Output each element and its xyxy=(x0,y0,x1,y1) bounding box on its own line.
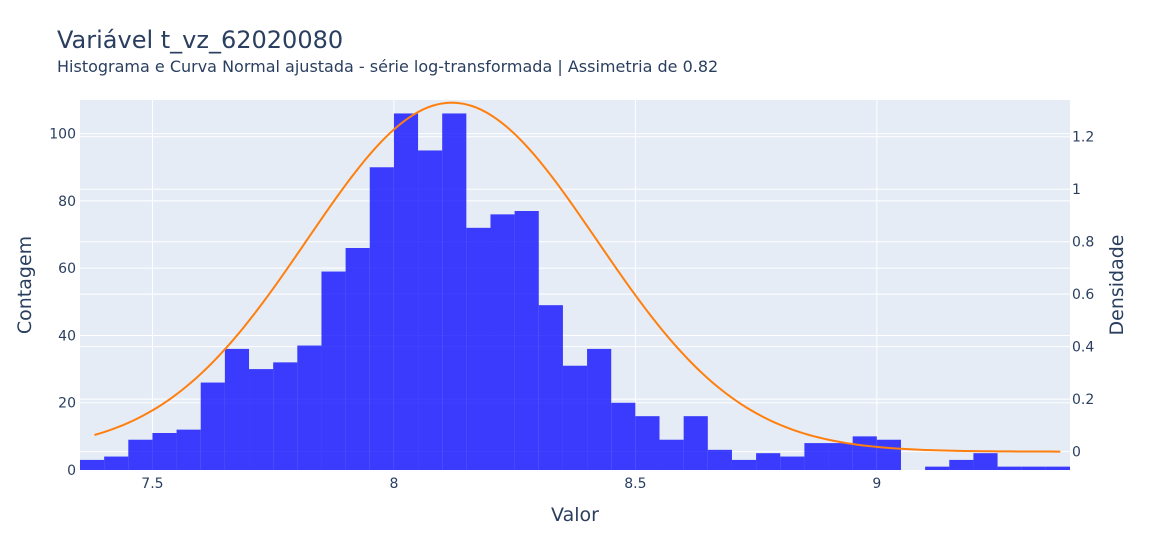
histogram-bar xyxy=(104,456,129,470)
y-axis-ticks: 0 20 40 60 80 100 xyxy=(49,127,76,479)
y2-axis-title: Densidade xyxy=(1106,235,1128,336)
histogram-bar xyxy=(442,113,467,471)
histogram-bar xyxy=(176,429,201,470)
histogram-bar xyxy=(200,382,225,470)
chart-subtitle: Histograma e Curva Normal ajustada - sér… xyxy=(57,57,719,76)
x-tick-label: 8.5 xyxy=(624,476,646,492)
y2-tick-label: 0.6 xyxy=(1072,287,1094,303)
y-tick-label: 60 xyxy=(58,261,76,277)
y2-tick-label: 0 xyxy=(1072,445,1081,461)
histogram-bar xyxy=(224,348,250,470)
y-tick-label: 80 xyxy=(58,194,76,210)
histogram-bar xyxy=(514,211,539,470)
histogram-bar xyxy=(1021,466,1046,470)
y-tick-label: 100 xyxy=(49,127,76,143)
x-axis-ticks: 7.5 8 8.5 9 xyxy=(141,476,881,492)
x-tick-label: 8 xyxy=(389,476,398,492)
histogram-bar xyxy=(1045,466,1070,470)
y2-axis-ticks: 0 0.2 0.4 0.6 0.8 1 1.2 xyxy=(1072,130,1094,461)
histogram-bar xyxy=(393,113,419,471)
histogram-bar xyxy=(973,453,998,470)
histogram-bar xyxy=(804,443,829,470)
histogram-bar xyxy=(635,416,660,470)
histogram-bar xyxy=(828,443,853,470)
y2-tick-label: 0.8 xyxy=(1072,235,1094,251)
histogram-bar xyxy=(490,214,515,470)
y2-tick-label: 0.2 xyxy=(1072,392,1094,408)
histogram-bar xyxy=(852,436,877,470)
histogram-bar xyxy=(418,150,443,471)
histogram-bar xyxy=(249,369,274,470)
histogram-bar xyxy=(756,453,781,470)
histogram-bar xyxy=(538,305,563,470)
histogram-bar xyxy=(345,248,370,470)
histogram-bar xyxy=(949,459,974,470)
histogram-bar xyxy=(466,227,491,470)
y2-tick-label: 0.4 xyxy=(1072,340,1094,356)
histogram-bar xyxy=(321,271,346,470)
histogram-bar xyxy=(659,439,684,470)
histogram-bar xyxy=(80,459,105,470)
histogram-bar xyxy=(876,439,901,470)
histogram-bar xyxy=(731,459,757,470)
y-tick-label: 20 xyxy=(58,396,76,412)
histogram-bars xyxy=(80,113,1070,471)
histogram-bar xyxy=(683,416,708,470)
y-axis-title: Contagem xyxy=(14,236,36,334)
y2-tick-label: 1.2 xyxy=(1072,130,1094,146)
histogram-bar xyxy=(562,365,588,470)
histogram-bar xyxy=(925,466,950,470)
histogram-bar xyxy=(780,456,805,470)
histogram-bar xyxy=(273,362,298,470)
histogram-bar xyxy=(369,167,394,471)
x-tick-label: 7.5 xyxy=(141,476,163,492)
y-tick-label: 0 xyxy=(67,463,76,479)
histogram-bar xyxy=(587,348,612,470)
histogram-bar xyxy=(152,433,177,470)
x-tick-label: 9 xyxy=(872,476,881,492)
histogram-bar xyxy=(707,449,732,470)
histogram-bar xyxy=(997,466,1022,470)
chart-title: Variável t_vz_62020080 xyxy=(57,26,344,54)
normal-curve-line xyxy=(94,101,1061,453)
x-axis-title: Valor xyxy=(551,504,599,526)
y-tick-label: 40 xyxy=(58,328,76,344)
histogram-bar xyxy=(128,439,153,470)
histogram-bar xyxy=(297,345,322,470)
y2-tick-label: 1 xyxy=(1072,182,1081,198)
histogram-bar xyxy=(611,402,636,470)
